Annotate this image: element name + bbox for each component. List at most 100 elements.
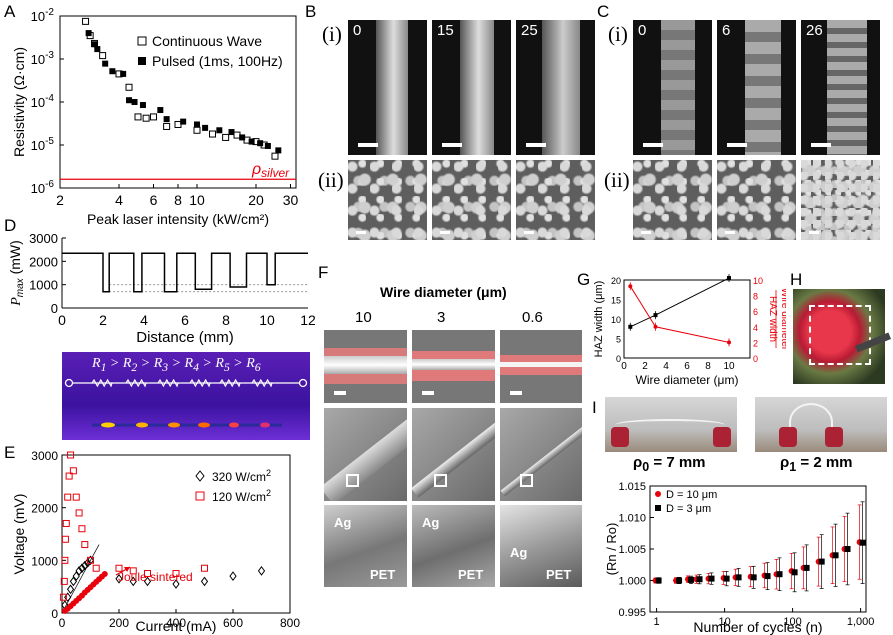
x-tick-label: 2 bbox=[642, 361, 648, 372]
data-point-e-0 bbox=[81, 560, 89, 571]
data-point-a-1 bbox=[85, 30, 92, 37]
chart-i: 0.995 1.000 1.005 1.010 1.015 1 10 100 1,000 D = … bbox=[604, 481, 874, 635]
sem-label: 6 bbox=[722, 22, 731, 39]
x-tick-label: 10 bbox=[723, 361, 735, 372]
bend-photo-0 bbox=[605, 397, 737, 452]
data-point-a-0 bbox=[99, 52, 107, 60]
y2-tick-label: 0 bbox=[753, 354, 758, 364]
y-tick-label: 10-2 bbox=[31, 7, 55, 24]
y-tick-label: 10-5 bbox=[31, 136, 55, 153]
sem-label: 25 bbox=[521, 22, 538, 39]
scale-bar bbox=[422, 391, 434, 395]
data-point-a-0 bbox=[233, 131, 241, 139]
data-point-e-1 bbox=[144, 570, 151, 577]
data-point-g-1 bbox=[727, 340, 731, 345]
subpanel-label-c-i: (i) bbox=[608, 22, 628, 46]
y-tick-label: 5 bbox=[616, 335, 621, 345]
data-point-g-0 bbox=[653, 313, 658, 318]
data-point-e-1 bbox=[64, 493, 72, 501]
f-wire-0-6 bbox=[500, 330, 582, 403]
x-tick-label: 4 bbox=[663, 361, 669, 372]
chart-a: 2 4 6 8 10 20 30 10-6 10-5 10-4 10-3 10-2 ρsilver Con… bbox=[11, 7, 299, 227]
resistor-diagram bbox=[64, 378, 308, 428]
x-tick-label: 6 bbox=[181, 312, 189, 328]
data-point-i-1 bbox=[708, 575, 715, 582]
x-axis-label-g: Wire diameter (μm) bbox=[636, 373, 739, 387]
panel-label-a: A bbox=[4, 2, 16, 21]
y2-tick-label: 10 bbox=[753, 276, 763, 286]
sem-image-c-26: 26 bbox=[801, 20, 880, 155]
resistor-symbol-4 bbox=[189, 378, 211, 388]
data-point-a-0 bbox=[271, 152, 279, 160]
data-point-e-1 bbox=[172, 570, 180, 577]
bend-photo-1 bbox=[755, 397, 887, 452]
x-tick-label: 30 bbox=[283, 192, 299, 208]
legend-marker-i-1 bbox=[655, 505, 661, 511]
data-point-i-1 bbox=[696, 576, 703, 583]
data-point-e-0 bbox=[229, 571, 237, 581]
y-tick-label: 0 bbox=[51, 301, 58, 316]
data-point-e-1 bbox=[67, 451, 75, 459]
ag-label: Ag bbox=[510, 545, 528, 560]
sem-label: 15 bbox=[437, 22, 454, 39]
data-point-a-1 bbox=[131, 99, 138, 105]
rose-photo bbox=[793, 289, 892, 384]
legend-marker-a-1 bbox=[138, 57, 146, 65]
y-tick-label: 1.000 bbox=[618, 576, 646, 588]
panel-label-g: G bbox=[577, 270, 591, 289]
y-tick-label: 1.005 bbox=[618, 544, 646, 556]
x-tick-label: 800 bbox=[280, 616, 300, 630]
f-interface-10: Ag PET bbox=[324, 505, 407, 587]
x-tick-label: 1 bbox=[654, 616, 660, 628]
x-tick-label: 12 bbox=[300, 312, 315, 328]
data-point-e-0 bbox=[143, 576, 152, 587]
y-tick-label: 1.015 bbox=[618, 481, 646, 493]
laser-heat-image: R1 > R2 > R3 > R4 > R5 > R6 bbox=[62, 352, 310, 440]
data-point-i-1 bbox=[676, 577, 683, 584]
data-point-i-1 bbox=[688, 576, 695, 583]
f-wire-10 bbox=[324, 330, 407, 403]
data-point-e-1 bbox=[81, 541, 89, 549]
data-point-a-1 bbox=[239, 134, 246, 141]
x-tick-label: 100 bbox=[783, 616, 801, 628]
data-point-g-1 bbox=[628, 284, 633, 289]
pet-label: PET bbox=[370, 567, 396, 582]
gt-4: > bbox=[202, 356, 212, 371]
pet-label: PET bbox=[546, 567, 572, 582]
data-point-i-1 bbox=[750, 574, 757, 581]
panel-label-d: D bbox=[4, 216, 17, 235]
r-label-6: R6 bbox=[246, 356, 261, 374]
data-point-e-0 bbox=[75, 566, 83, 576]
y-tick-label: 10-6 bbox=[31, 179, 55, 196]
y2-tick-label: 2 bbox=[753, 338, 758, 348]
sem-label: 26 bbox=[806, 22, 823, 39]
grain-image-c-26 bbox=[801, 160, 880, 240]
f-title: Wire diameter (μm) bbox=[380, 284, 507, 300]
data-point-e-1 bbox=[129, 567, 137, 575]
scale-bar bbox=[334, 391, 346, 395]
x-tick-label: 0 bbox=[621, 361, 627, 372]
annotation-joule: Joule sintered bbox=[118, 570, 193, 584]
data-point-e-1 bbox=[87, 556, 94, 564]
f-tilt-0-6 bbox=[500, 408, 582, 501]
data-point-e-1 bbox=[65, 472, 73, 480]
y-axis-label-e: Voltage (mV) bbox=[11, 494, 27, 575]
panel-label-f: F bbox=[318, 263, 329, 282]
resistor-symbol-3 bbox=[157, 378, 179, 388]
x-tick-label: 10 bbox=[189, 192, 205, 208]
r-label-2: R2 bbox=[122, 356, 138, 374]
scale-bar bbox=[643, 143, 663, 147]
x-tick-label: 6 bbox=[684, 361, 690, 372]
r-label-3: R3 bbox=[153, 356, 169, 374]
data-point-i-1 bbox=[764, 573, 771, 580]
data-point-e-1 bbox=[61, 556, 69, 564]
legend-marker-i-0 bbox=[655, 491, 661, 497]
y-axis-label-d: Pmax (mW) bbox=[7, 240, 26, 307]
chart-d: 0 1000 2000 3000 0 2 4 6 8 10 12 Distance (mm) Pmax … bbox=[7, 231, 315, 345]
data-point-e-1 bbox=[115, 564, 123, 572]
data-point-i-1 bbox=[832, 552, 839, 559]
sem-image-b-15: 15 bbox=[432, 20, 511, 155]
data-point-e-1 bbox=[201, 564, 208, 572]
data-point-a-0 bbox=[174, 120, 182, 128]
y-tick-label: 3000 bbox=[31, 449, 58, 463]
